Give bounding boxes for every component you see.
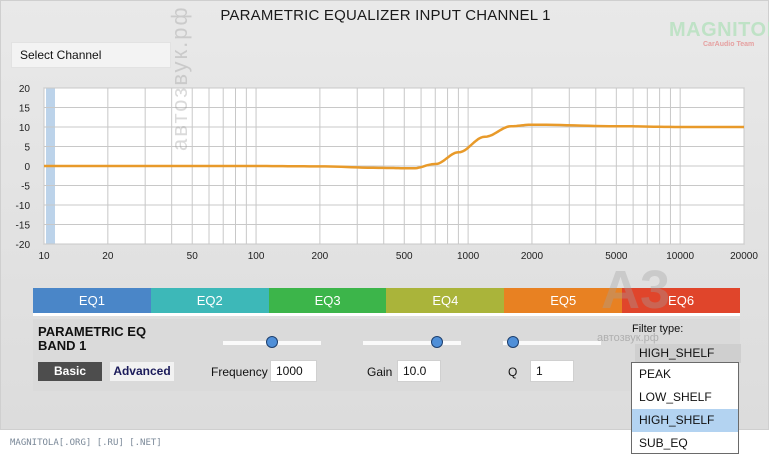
equalizer-window: PARAMETRIC EQUALIZER INPUT CHANNEL 1 MAG… [0,0,769,430]
y-tick-label: -5 [21,182,30,193]
q-label: Q [508,365,518,379]
x-tick-label: 20 [102,251,114,262]
q-slider[interactable] [503,336,601,348]
watermark-logo: A3 [601,260,671,320]
tab-eq3[interactable]: EQ3 [268,288,387,316]
x-tick-label: 1000 [457,251,480,262]
x-tick-label: 100 [248,251,265,262]
logo-text: MAGNITOLA [669,19,769,41]
watermark-vertical: автозвук.рф [167,5,192,151]
x-tick-label: 200 [312,251,329,262]
filter-type-label: Filter type: [632,323,684,335]
basic-button[interactable]: Basic [38,362,102,381]
response-curve [44,123,744,170]
tab-eq6[interactable]: EQ6 [622,288,740,316]
x-tick-label: 50 [187,251,199,262]
tab-eq4[interactable]: EQ4 [386,288,505,316]
advanced-button[interactable]: Advanced [110,362,174,381]
x-tick-label: 2000 [521,251,544,262]
band-panel: PARAMETRIC EQ BAND 1 Basic Advanced Freq… [33,319,741,391]
select-channel-button[interactable]: Select Channel [11,42,171,68]
filter-option-sub-eq[interactable]: SUB_EQ [639,436,688,450]
band-title: PARAMETRIC EQ BAND 1 [38,324,147,353]
y-tick-label: -20 [16,240,31,251]
frequency-label: Frequency [211,365,268,379]
tab-eq1[interactable]: EQ1 [33,288,151,316]
y-tick-label: -10 [16,201,31,212]
x-tick-label: 500 [396,251,413,262]
y-tick-label: 20 [19,84,31,95]
x-tick-label: 10000 [666,251,694,262]
eq-tab-bar: EQ1 EQ2 EQ3 EQ4 EQ5 EQ6 [33,288,740,316]
y-tick-label: 15 [19,104,31,115]
filter-option-high-shelf[interactable]: HIGH_SHELF [632,409,738,432]
filter-option-low-shelf[interactable]: LOW_SHELF [639,390,712,404]
gain-slider[interactable] [363,336,461,348]
footer-text: MAGNITOLA[.ORG] [.RU] [.NET] [10,438,162,448]
filter-option-peak[interactable]: PEAK [639,367,672,381]
x-tick-label: 10 [38,251,50,262]
frequency-slider-handle[interactable] [266,336,278,348]
window-title: PARAMETRIC EQUALIZER INPUT CHANNEL 1 [220,7,551,24]
gain-input[interactable]: 10.0 [397,360,441,382]
x-tick-label: 5000 [605,251,628,262]
x-tick-label: 20000 [730,251,758,262]
gain-slider-handle[interactable] [430,336,443,348]
frequency-slider[interactable] [223,336,321,348]
tab-eq5[interactable]: EQ5 [504,288,623,316]
gain-label: Gain [367,365,393,379]
tab-eq2[interactable]: EQ2 [150,288,269,316]
q-input[interactable]: 1 [530,360,574,382]
tab-divider [33,313,740,316]
filter-type-select[interactable]: HIGH_SHELF [635,344,741,363]
y-tick-label: 10 [19,123,31,134]
frequency-input[interactable]: 1000 [270,360,317,382]
logo-subtext: CarAudio Team [703,41,755,48]
watermark-logo-text: автозвук.рф [597,332,659,344]
magnitola-logo: MAGNITOLA CarAudio Team [669,19,769,53]
y-tick-label: 5 [24,143,30,154]
y-tick-label: -15 [16,221,31,232]
q-slider-handle[interactable] [506,336,519,348]
y-tick-label: 0 [24,162,30,173]
filter-type-dropdown: PEAK LOW_SHELF HIGH_SHELF SUB_EQ [631,362,739,454]
